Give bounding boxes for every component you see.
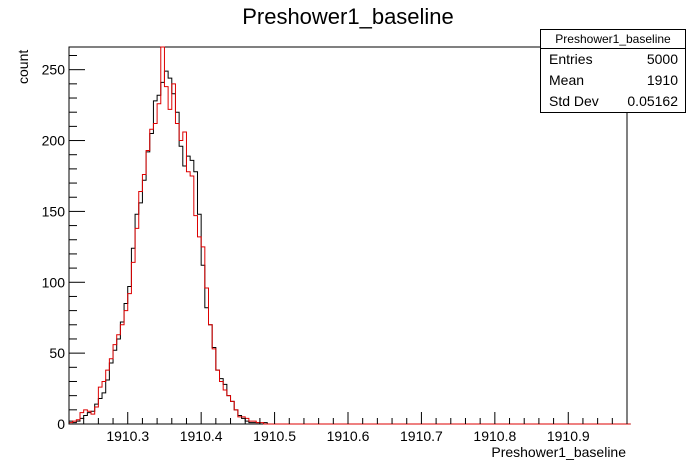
stats-row-entries: Entries 5000 [541, 49, 685, 70]
y-tick-label: 150 [42, 203, 66, 219]
y-tick-label: 250 [42, 62, 66, 78]
stats-value: 5000 [646, 51, 678, 67]
x-tick-label: 1910.8 [473, 428, 516, 444]
stats-label: Std Dev [549, 93, 599, 109]
stats-box: Preshower1_baseline Entries 5000 Mean 19… [540, 29, 686, 113]
x-tick-label: 1910.9 [547, 428, 590, 444]
y-tick-label: 50 [49, 345, 65, 361]
x-axis-label: Preshower1_baseline [491, 444, 626, 460]
stats-row-stddev: Std Dev 0.05162 [541, 91, 685, 112]
stats-label: Entries [549, 51, 593, 67]
stats-title: Preshower1_baseline [541, 30, 685, 49]
axes: 1910.3 1910.4 1910.5 1910.6 1910.7 1910.8 1910… [42, 55, 628, 444]
x-tick-label: 1910.4 [180, 428, 223, 444]
stats-value: 0.05162 [627, 93, 678, 109]
x-tick-label: 1910.5 [253, 428, 296, 444]
x-tick-label: 1910.3 [106, 428, 149, 444]
y-tick-label: 200 [42, 133, 66, 149]
stats-value: 1910 [646, 72, 678, 88]
stats-row-mean: Mean 1910 [541, 70, 685, 91]
y-axis-label: count [15, 49, 31, 84]
y-tick-label: 0 [57, 416, 65, 432]
x-tick-label: 1910.7 [400, 428, 443, 444]
x-tick-label: 1910.6 [327, 428, 370, 444]
y-tick-label: 100 [42, 274, 66, 290]
stats-label: Mean [549, 72, 585, 88]
chart-title: Preshower1_baseline [242, 4, 454, 29]
